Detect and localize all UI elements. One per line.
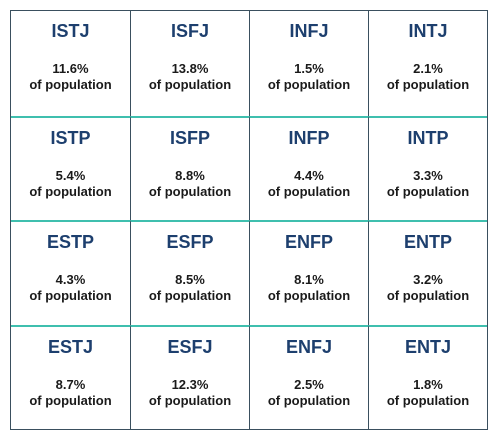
- type-cell-infj: INFJ 1.5% of population: [249, 11, 368, 116]
- type-code: INFP: [288, 127, 330, 148]
- type-cell-infp: INFP 4.4% of population: [249, 115, 368, 220]
- type-population-label: of population: [148, 77, 232, 92]
- type-population-label: of population: [267, 392, 351, 408]
- type-code: ESTJ: [47, 336, 94, 357]
- type-code: ISFP: [169, 127, 210, 148]
- type-population-label: of population: [148, 183, 232, 199]
- type-percent: 1.8%: [413, 376, 443, 392]
- type-code: ENFJ: [285, 336, 332, 357]
- type-code: INFJ: [289, 21, 329, 41]
- type-percent: 3.2%: [413, 272, 443, 287]
- type-percent: 12.3%: [171, 376, 209, 392]
- type-percent: 8.1%: [294, 272, 324, 287]
- type-code: ENTP: [403, 232, 452, 252]
- type-cell-enfj: ENFJ 2.5% of population: [249, 324, 368, 429]
- type-population-label: of population: [386, 183, 470, 199]
- type-cell-isfp: ISFP 8.8% of population: [130, 115, 249, 220]
- type-population-label: of population: [267, 183, 351, 199]
- type-population-label: of population: [386, 392, 470, 408]
- type-population-label: of population: [29, 77, 112, 92]
- type-code: ENFP: [284, 232, 333, 252]
- type-percent: 3.3%: [413, 167, 443, 183]
- type-code: ISTJ: [51, 21, 90, 41]
- type-population-label: of population: [386, 77, 470, 92]
- type-percent: 8.7%: [55, 376, 86, 392]
- type-percent: 2.1%: [413, 61, 443, 76]
- type-cell-intj: INTJ 2.1% of population: [368, 11, 487, 116]
- type-population-label: of population: [29, 288, 112, 303]
- type-population-label: of population: [267, 77, 351, 92]
- type-cell-enfp: ENFP 8.1% of population: [249, 220, 368, 325]
- type-population-label: of population: [29, 392, 112, 408]
- type-grid: ISTJ 11.6% of population ISFJ 13.8% of p…: [11, 11, 487, 429]
- type-population-label: of population: [148, 392, 232, 408]
- type-cell-entj: ENTJ 1.8% of population: [368, 324, 487, 429]
- type-percent: 4.3%: [55, 272, 86, 287]
- type-percent: 4.4%: [294, 167, 324, 183]
- type-population-label: of population: [29, 183, 112, 199]
- type-cell-intp: INTP 3.3% of population: [368, 115, 487, 220]
- type-code: ISTP: [50, 127, 91, 148]
- type-code: ESFJ: [167, 336, 213, 357]
- type-code: ESFP: [166, 232, 214, 252]
- personality-type-table: ISTJ 11.6% of population ISFJ 13.8% of p…: [10, 10, 488, 430]
- type-cell-esfj: ESFJ 12.3% of population: [130, 324, 249, 429]
- type-cell-estp: ESTP 4.3% of population: [11, 220, 130, 325]
- type-code: ESTP: [46, 232, 94, 252]
- type-population-label: of population: [148, 288, 232, 303]
- type-percent: 8.5%: [175, 272, 205, 287]
- type-population-label: of population: [267, 288, 351, 303]
- type-cell-isfj: ISFJ 13.8% of population: [130, 11, 249, 116]
- type-percent: 1.5%: [294, 61, 324, 76]
- type-code: INTP: [407, 127, 449, 148]
- type-percent: 11.6%: [52, 61, 89, 76]
- type-percent: 2.5%: [294, 376, 324, 392]
- type-cell-istp: ISTP 5.4% of population: [11, 115, 130, 221]
- type-cell-istj: ISTJ 11.6% of population: [11, 11, 130, 116]
- type-percent: 8.8%: [175, 167, 205, 183]
- type-code: INTJ: [408, 21, 448, 41]
- type-cell-entp: ENTP 3.2% of population: [368, 220, 487, 325]
- type-code: ENTJ: [404, 336, 451, 357]
- type-percent: 5.4%: [55, 167, 86, 183]
- type-percent: 13.8%: [171, 61, 209, 76]
- type-cell-estj: ESTJ 8.7% of population: [11, 324, 130, 430]
- type-cell-esfp: ESFP 8.5% of population: [130, 220, 249, 325]
- type-population-label: of population: [386, 288, 470, 303]
- type-code: ISFJ: [170, 21, 209, 41]
